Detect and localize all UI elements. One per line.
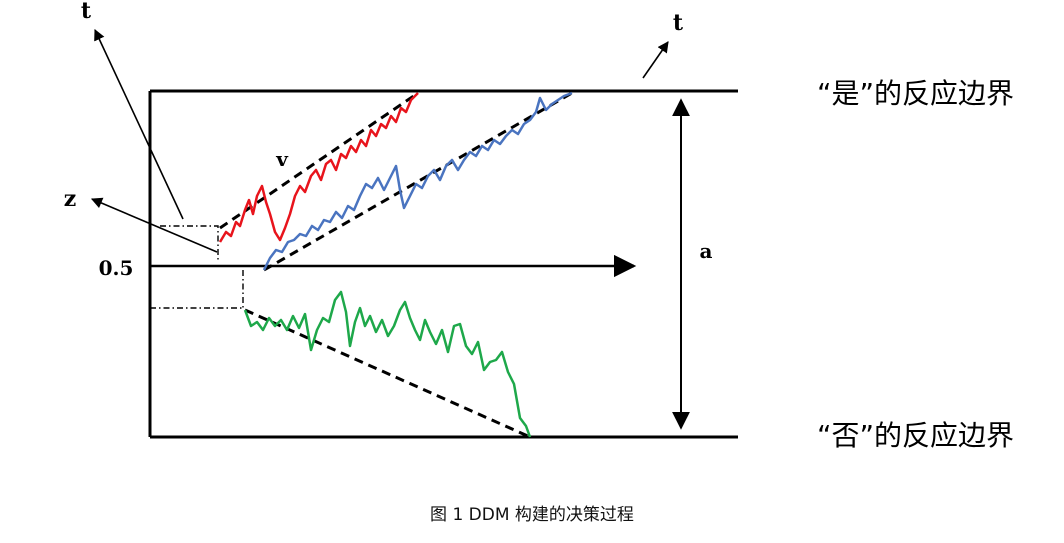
- t-right-label: t: [673, 10, 684, 36]
- a-label: a: [700, 239, 713, 263]
- t-left-label: t: [81, 0, 92, 24]
- evidence-path-green: [243, 290, 532, 438]
- drift-line-green: [244, 308, 531, 439]
- v-label: v: [275, 147, 289, 171]
- figure-caption: 图 1 DDM 构建的决策过程: [430, 505, 634, 525]
- drift-line-red: [219, 91, 419, 230]
- t-left-arrow: [94, 28, 184, 220]
- t-right-arrow: [642, 41, 669, 79]
- evidence-path-blue: [262, 91, 573, 271]
- lower-boundary-label: “否”的反应边界: [817, 419, 1014, 452]
- upper-boundary-label: “是”的反应边界: [817, 77, 1014, 110]
- half-label: 0.5: [99, 256, 134, 280]
- nondecision-guide-upper: [160, 225, 219, 262]
- z-arrow: [90, 197, 218, 253]
- z-label: z: [64, 186, 77, 212]
- evidence-path-red: [218, 92, 419, 243]
